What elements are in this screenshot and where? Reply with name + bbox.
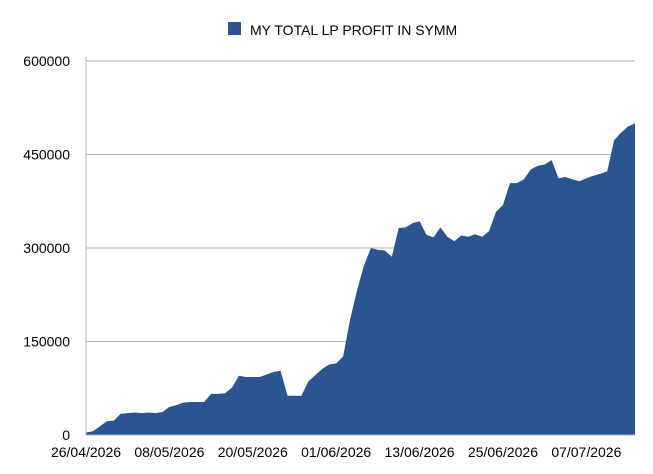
x-tick-label-0: 26/04/2026	[51, 444, 121, 460]
y-tick-label-2: 300000	[23, 240, 70, 256]
x-tick-label-5: 25/06/2026	[468, 444, 538, 460]
legend: MY TOTAL LP PROFIT IN SYMM	[228, 22, 457, 38]
y-tick-label-1: 150000	[23, 334, 70, 350]
y-tick-label-3: 450000	[23, 147, 70, 163]
x-tick-label-4: 13/06/2026	[385, 444, 455, 460]
y-tick-label-0: 0	[62, 427, 70, 443]
x-tick-label-1: 08/05/2026	[134, 444, 204, 460]
legend-label-total-lp-profit: MY TOTAL LP PROFIT IN SYMM	[250, 22, 457, 38]
series-area-layer	[86, 123, 635, 435]
y-axis-tick-labels: 0 150000 300000 450000 600000	[23, 53, 70, 443]
y-tick-label-4: 600000	[23, 53, 70, 69]
x-tick-label-2: 20/05/2026	[218, 444, 288, 460]
axes	[85, 57, 635, 436]
x-axis-tick-labels: 26/04/2026 08/05/2026 20/05/2026 01/06/2026…	[51, 444, 622, 460]
x-tick-label-6: 07/07/2026	[551, 444, 621, 460]
series-area-total-lp-profit	[86, 123, 635, 435]
x-tick-label-3: 01/06/2026	[301, 444, 371, 460]
legend-swatch-total-lp-profit	[228, 22, 241, 35]
